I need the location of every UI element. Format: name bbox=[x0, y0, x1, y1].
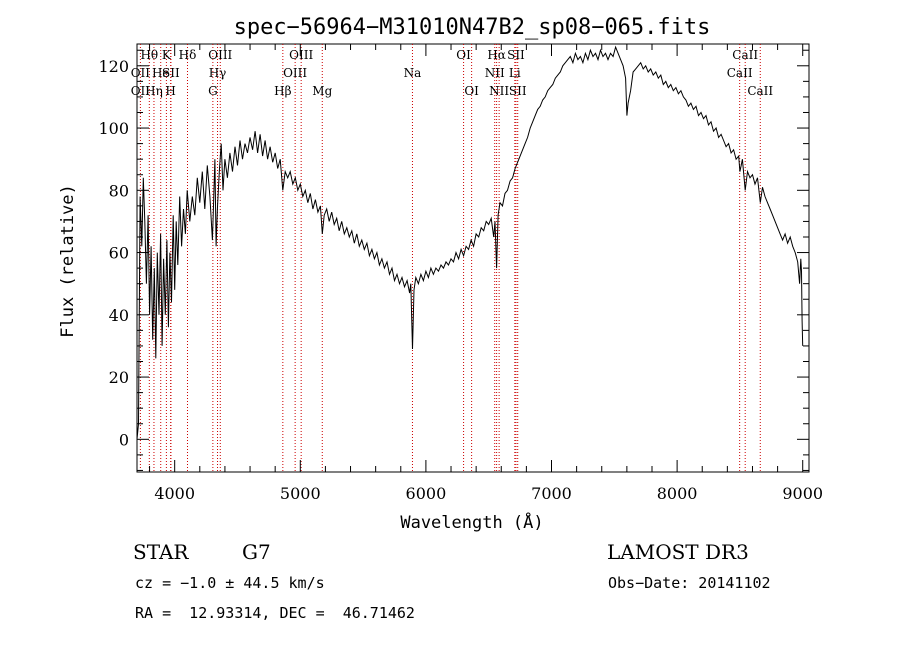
subclass: G7 bbox=[242, 540, 271, 564]
line-label: CaII bbox=[732, 48, 758, 62]
survey-name: LAMOST DR3 bbox=[607, 540, 749, 564]
x-tick-label: 7000 bbox=[531, 484, 572, 503]
line-label: NII bbox=[489, 84, 509, 98]
object-class: STAR bbox=[133, 540, 189, 564]
line-label: K bbox=[162, 48, 172, 62]
plot-frame bbox=[136, 43, 810, 473]
line-label: OIII bbox=[208, 48, 232, 62]
y-tick-label: 120 bbox=[98, 57, 129, 76]
line-label: OI bbox=[464, 84, 479, 98]
line-label: Hα bbox=[487, 48, 506, 62]
x-tick-label: 5000 bbox=[280, 484, 321, 503]
line-label: H bbox=[165, 84, 175, 98]
line-label: Hη bbox=[145, 84, 163, 98]
x-tick-label: 9000 bbox=[782, 484, 823, 503]
line-label: SII bbox=[509, 84, 527, 98]
y-tick-label: 100 bbox=[98, 119, 129, 138]
line-label: Na bbox=[404, 66, 422, 80]
x-axis-label: Wavelength (Å) bbox=[400, 511, 543, 533]
line-label: Hγ bbox=[209, 66, 227, 80]
x-axis: 4000 5000 6000 7000 8000 9000 bbox=[149, 44, 823, 503]
line-label: Mg bbox=[312, 84, 332, 98]
line-label: Li bbox=[509, 66, 521, 80]
line-label: He bbox=[152, 66, 170, 80]
x-tick-label: 6000 bbox=[406, 484, 447, 503]
line-label: CaII bbox=[747, 84, 773, 98]
line-label: Hθ bbox=[140, 48, 158, 62]
x-tick-label: 8000 bbox=[657, 484, 698, 503]
line-label: OII bbox=[131, 84, 151, 98]
spectral-line-markers bbox=[139, 44, 761, 472]
y-tick-label: 80 bbox=[109, 181, 129, 200]
line-label: G bbox=[208, 84, 218, 98]
line-label: SII bbox=[162, 66, 180, 80]
y-axis-label: Flux (relative) bbox=[58, 184, 78, 338]
y-axis: 0 20 40 60 80 100 120 bbox=[98, 49, 809, 471]
x-tick-label: 4000 bbox=[154, 484, 195, 503]
line-label: OIII bbox=[283, 66, 307, 80]
y-tick-label: 20 bbox=[109, 368, 129, 387]
line-label: CaII bbox=[727, 66, 753, 80]
chart-title: spec−56964−M31010N47B2_sp08−065.fits bbox=[234, 15, 711, 40]
line-label: Hβ bbox=[274, 84, 291, 98]
y-tick-label: 60 bbox=[109, 244, 129, 263]
spectrum-line bbox=[136, 45, 804, 440]
coordinates: RA = 12.93314, DEC = 46.71462 bbox=[135, 604, 415, 622]
line-label: OIII bbox=[289, 48, 313, 62]
obs-date: Obs−Date: 20141102 bbox=[608, 574, 771, 592]
line-label: NII bbox=[485, 66, 505, 80]
y-tick-label: 40 bbox=[109, 306, 129, 325]
redshift-value: cz = −1.0 ± 44.5 km/s bbox=[135, 574, 325, 592]
line-label: Hδ bbox=[179, 48, 197, 62]
y-tick-label: 0 bbox=[119, 430, 129, 449]
line-label: OI bbox=[456, 48, 471, 62]
line-label: OII bbox=[131, 66, 151, 80]
line-label: SII bbox=[507, 48, 525, 62]
